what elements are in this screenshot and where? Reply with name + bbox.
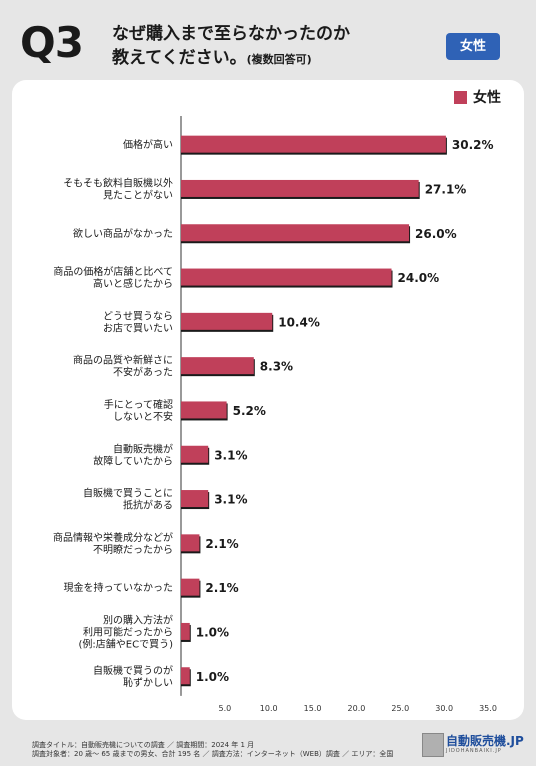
category-label-line: 自販機で買うことに xyxy=(83,487,173,500)
category-label: 商品情報や栄養成分などが不明瞭だったから xyxy=(53,531,173,556)
value-label: 3.1% xyxy=(214,448,247,462)
category-label-line: 手にとって確認 xyxy=(104,398,173,411)
category-label: 欲しい商品がなかった xyxy=(73,227,173,240)
bar xyxy=(181,224,410,242)
x-tick-label: 35.0 xyxy=(479,704,497,713)
x-tick-label: 15.0 xyxy=(304,704,322,713)
site-logo: 自動販売機.JP JIDOHANBAIKI.JP xyxy=(422,732,524,760)
question-title: なぜ購入まで至らなかったのか 教えてください。(複数回答可) xyxy=(112,22,350,72)
legend-label: 女性 xyxy=(473,90,501,106)
category-label: 自動販売機が故障していたから xyxy=(93,442,173,467)
value-label: 10.4% xyxy=(278,315,320,329)
category-label: 自販機で買うことに抵抗がある xyxy=(83,487,173,512)
category-label-line: 高いと感じたから xyxy=(93,277,173,290)
value-label: 8.3% xyxy=(260,360,293,374)
value-label: 26.0% xyxy=(415,227,457,241)
question-title-line1: なぜ購入まで至らなかったのか xyxy=(112,24,350,44)
category-label: 別の購入方法が利用可能だったから(例:店舗やECで買う) xyxy=(79,613,174,650)
x-tick-label: 10.0 xyxy=(260,704,278,713)
value-label: 30.2% xyxy=(452,138,494,152)
value-label: 24.0% xyxy=(398,271,440,285)
category-label-line: どうせ買うなら xyxy=(103,310,173,322)
bar xyxy=(181,179,419,197)
category-label: 価格が高い xyxy=(123,138,173,151)
vending-machine-icon xyxy=(422,733,444,757)
bar xyxy=(181,622,190,640)
x-tick-label: 30.0 xyxy=(435,704,453,713)
value-label: 1.0% xyxy=(196,625,229,639)
bar xyxy=(181,490,209,508)
category-label: 現金を持っていなかった xyxy=(64,581,174,594)
question-title-line2-text: 教えてください。 xyxy=(112,48,247,68)
category-label-line: 商品情報や栄養成分などが xyxy=(53,531,173,544)
value-label: 1.0% xyxy=(196,670,229,684)
category-label-line: 商品の価格が店舗と比べて xyxy=(53,265,173,278)
category-label-line: 価格が高い xyxy=(123,138,173,151)
question-number: Q3 xyxy=(20,18,84,67)
value-label: 2.1% xyxy=(205,581,238,595)
survey-footer-line1: 調査タイトル：自動販売機についての調査 ／ 調査期間：2024 年 1 月 xyxy=(32,741,255,749)
category-label-line: 恥ずかしい xyxy=(123,677,173,689)
value-label: 27.1% xyxy=(425,182,467,196)
category-label: どうせ買うならお店で買いたい xyxy=(103,310,173,334)
value-label: 3.1% xyxy=(214,493,247,507)
bar xyxy=(181,578,200,596)
category-label: 手にとって確認しないと不安 xyxy=(104,398,173,423)
question-title-note: (複数回答可) xyxy=(246,53,312,66)
category-label-line: 商品の品質や新鮮さに xyxy=(73,354,173,367)
bar xyxy=(181,445,209,463)
category-label-line: (例:店舗やECで買う) xyxy=(79,637,174,650)
category-label: 自販機で買うのが恥ずかしい xyxy=(93,664,173,689)
category-label-line: 不明瞭だったから xyxy=(93,543,173,556)
bar xyxy=(181,135,446,153)
category-label: 商品の品質や新鮮さに不安があった xyxy=(73,354,173,379)
gender-badge: 女性 xyxy=(446,33,500,60)
category-label-line: 欲しい商品がなかった xyxy=(73,227,173,240)
category-label-line: 利用可能だったから xyxy=(83,625,173,638)
x-tick-label: 25.0 xyxy=(391,704,409,713)
site-logo-name: 自動販売機.JP xyxy=(446,734,524,748)
category-label-line: しないと不安 xyxy=(113,410,173,423)
category-label: そもそも飲料自販機以外見たことがない xyxy=(63,176,173,201)
bar xyxy=(181,357,254,375)
legend-swatch xyxy=(454,91,467,104)
category-label-line: 見たことがない xyxy=(103,188,173,201)
category-label-line: そもそも飲料自販機以外 xyxy=(63,176,173,189)
category-label-line: 不安があった xyxy=(113,366,173,379)
category-label-line: 別の購入方法が xyxy=(103,613,173,626)
category-label-line: 自販機で買うのが xyxy=(93,664,173,677)
category-label-line: 故障していたから xyxy=(93,454,173,467)
chart-legend: 女性 xyxy=(454,89,501,107)
value-label: 5.2% xyxy=(233,404,266,418)
survey-footer: 調査タイトル：自動販売機についての調査 ／ 調査期間：2024 年 1 月 調査… xyxy=(32,741,393,759)
category-label-line: 現金を持っていなかった xyxy=(64,581,174,594)
bar xyxy=(181,312,273,330)
site-logo-sub: JIDOHANBAIKI.JP xyxy=(446,748,502,754)
category-label-line: 抵抗がある xyxy=(123,499,173,512)
question-title-line2: 教えてください。(複数回答可) xyxy=(112,46,350,72)
bar xyxy=(181,667,190,685)
bar xyxy=(181,268,392,286)
bar xyxy=(181,401,227,419)
x-tick-label: 5.0 xyxy=(218,704,231,713)
bar xyxy=(181,534,200,552)
category-label-line: 自動販売機が xyxy=(113,442,173,455)
survey-footer-line2: 調査対象者：20 歳～ 65 歳までの男女、合計 195 名 ／ 調査方法：イン… xyxy=(32,750,394,758)
category-label-line: お店で買いたい xyxy=(103,321,173,334)
value-label: 2.1% xyxy=(205,537,238,551)
x-tick-label: 20.0 xyxy=(348,704,366,713)
category-label: 商品の価格が店舗と比べて高いと感じたから xyxy=(53,265,173,290)
